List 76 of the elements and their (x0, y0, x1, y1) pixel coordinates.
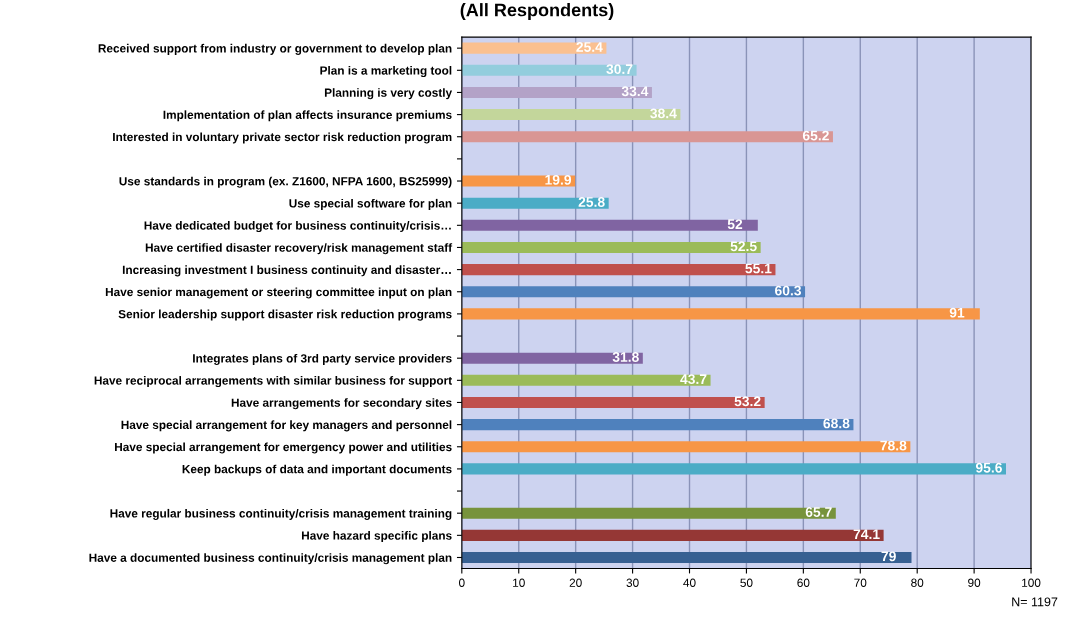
data-label: 25.8 (578, 197, 605, 207)
x-tick-label: 90 (968, 578, 981, 587)
bar (461, 264, 776, 276)
bar (461, 42, 607, 54)
y-tick-label: Have reciprocal arrangements with similar business for support (94, 376, 452, 388)
y-tick-label: Have a documented business continuity/crisis management plan (89, 553, 452, 565)
data-label: 55.1 (745, 263, 772, 274)
y-tick-label: Use special software for plan (289, 198, 452, 210)
x-tick-label: 50 (740, 578, 753, 587)
data-label: 79 (881, 551, 896, 562)
y-tick-label: Received support from industry or government to develop plan (98, 43, 452, 55)
data-label: 52 (727, 219, 743, 230)
bar (461, 463, 1006, 475)
bar (461, 86, 652, 98)
bar (461, 175, 576, 187)
bar (461, 308, 980, 320)
x-tick-label: 0 (459, 578, 465, 587)
y-tick-label: Have hazard specific plans (301, 531, 452, 543)
y-tick-label: Integrates plans of 3rd party service providers (193, 353, 452, 365)
y-tick-label: Senior leadership support disaster risk reduction programs (118, 309, 452, 321)
bar (461, 241, 761, 253)
data-label: 68.8 (823, 418, 850, 429)
y-tick-label: Interested in voluntary private sector risk reduction program (113, 132, 452, 144)
text: N= 1197 (1012, 597, 1058, 607)
x-tick-label: 100 (1022, 578, 1041, 587)
data-label: 31.8 (612, 352, 639, 362)
x-tick-label: 70 (854, 578, 867, 587)
bar (461, 507, 836, 519)
bar (461, 219, 758, 231)
x-tick-label: 20 (569, 578, 582, 587)
x-tick-label: 60 (797, 578, 810, 587)
y-tick-label: Plan is a marketing tool (320, 66, 452, 78)
bar (461, 197, 609, 209)
bar (461, 419, 854, 431)
data-label: 65.2 (802, 130, 829, 141)
y-tick-label: Use standards in program (ex. Z1600, NFPA 1600, BS25999) (119, 176, 452, 188)
bar (461, 441, 911, 453)
chart-title: (All Respondents) (460, 3, 614, 20)
y-tick-label: Have special arrangement for key managers and personnel (121, 420, 452, 432)
bar (461, 131, 833, 143)
data-label: 95.6 (975, 462, 1002, 473)
y-tick-label: Have regular business continuity/crisis management training (110, 508, 452, 520)
y-tick-label: Have senior management or steering committee input on plan (105, 287, 452, 299)
data-label: 91 (949, 307, 965, 318)
data-label: 19.9 (545, 174, 572, 185)
data-label: 33.4 (621, 86, 649, 97)
y-tick-label: Implementation of plan affects insurance premiums (163, 110, 452, 122)
y-tick-label: Have certified disaster recovery/risk management staff (145, 243, 453, 255)
y-tick-label: Have special arrangement for emergency power and utilities (115, 442, 452, 454)
bar (461, 551, 912, 564)
data-label: 52.5 (730, 241, 757, 252)
bar (461, 396, 765, 409)
data-label: 25.4 (576, 42, 603, 52)
bar (461, 109, 681, 121)
data-label: 65.7 (805, 507, 832, 517)
x-tick-label: 10 (513, 578, 525, 587)
x-tick-label: 30 (626, 578, 639, 587)
data-label: 30.7 (606, 64, 633, 75)
bar (461, 352, 643, 364)
bar (461, 529, 884, 541)
x-tick-label: 40 (683, 578, 696, 587)
data-label: 38.4 (650, 108, 677, 119)
y-tick-label: Have dedicated budget for business continuity/crisis… (144, 221, 451, 233)
data-label: 60.3 (775, 285, 802, 296)
bar (461, 374, 711, 386)
bar (461, 64, 637, 76)
data-label: 53.2 (734, 396, 761, 407)
y-tick-label: Planning is very costly (324, 88, 453, 100)
data-label: 78.8 (880, 440, 907, 451)
data-label: 43.7 (680, 374, 707, 385)
bar (461, 286, 806, 298)
data-label: 74.1 (853, 529, 880, 539)
y-tick-label: Increasing investment I business continuity and disaster… (122, 265, 451, 277)
x-tick-label: 80 (911, 578, 924, 587)
y-tick-label: Have arrangements for secondary sites (231, 398, 452, 410)
y-tick-label: Keep backups of data and important documents (182, 464, 452, 476)
